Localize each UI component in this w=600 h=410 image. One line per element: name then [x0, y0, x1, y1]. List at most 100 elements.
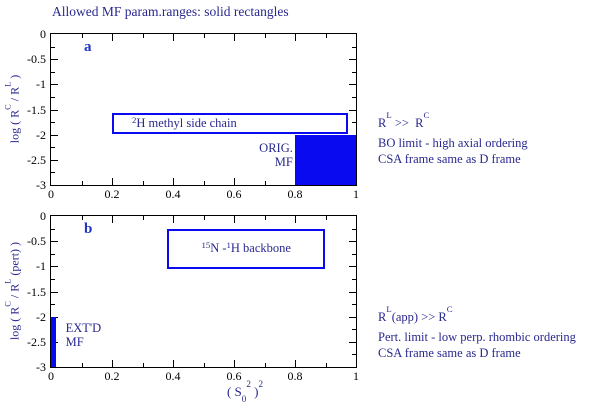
x-tick-label: 0.2 — [104, 187, 120, 201]
y-tick-mark — [51, 253, 55, 255]
y-tick-mark — [51, 291, 58, 293]
panel-a-side-note-line1: RL >> RC — [378, 110, 430, 130]
y-tick-mark — [51, 241, 58, 243]
extd-mf-label: EXT'D MF — [65, 320, 102, 350]
y-tick-mark — [51, 109, 58, 111]
y-tick-label: -0.5 — [27, 234, 46, 249]
x-tick-mark — [142, 181, 144, 185]
y-tick-mark — [51, 278, 55, 280]
x-tick-mark — [142, 34, 144, 38]
y-tick-mark — [352, 228, 356, 230]
y-tick-mark — [51, 228, 55, 230]
y-tick-label: 0 — [40, 209, 46, 223]
y-tick-label: -1 — [36, 259, 46, 274]
x-tick-label: 0.8 — [287, 369, 303, 383]
y-tick-mark — [349, 341, 356, 343]
y-tick-label: -3 — [36, 360, 46, 374]
y-tick-label: -2.5 — [27, 152, 46, 167]
x-tick-mark — [325, 216, 327, 220]
y-tick-mark — [51, 122, 55, 124]
x-tick-mark — [142, 363, 144, 367]
y-tick-mark — [349, 241, 356, 243]
x-tick-mark — [81, 216, 83, 220]
y-tick-label: 0 — [40, 27, 46, 41]
x-tick-label: 1 — [353, 369, 359, 383]
x-tick-mark — [234, 360, 235, 367]
y-tick-mark — [352, 46, 356, 48]
y-tick-mark — [51, 266, 58, 268]
panel-b-side-note-line2: Pert. limit - low perp. rhombic ordering — [378, 330, 576, 344]
y-tick-mark — [349, 266, 356, 268]
y-tick-mark — [352, 329, 356, 331]
x-tick-mark — [203, 216, 205, 220]
y-tick-mark — [51, 147, 55, 149]
y-tick-mark — [51, 96, 55, 98]
x-tick-mark — [81, 34, 83, 38]
panel-b-side-note-line3: CSA frame same as D frame — [378, 346, 521, 360]
x-tick-mark — [173, 34, 174, 41]
x-tick-label: 0.6 — [226, 369, 242, 383]
x-tick-mark — [325, 34, 327, 38]
y-tick-label: -2 — [36, 127, 46, 142]
y-tick-label: -1.5 — [27, 102, 46, 117]
x-axis-title: ( S02 )2 — [226, 379, 264, 404]
x-tick-mark — [112, 216, 113, 223]
x-tick-label: 0 — [48, 187, 54, 201]
y-tick-mark — [352, 354, 356, 356]
x-tick-mark — [203, 34, 205, 38]
x-tick-mark — [264, 181, 266, 185]
y-tick-label: -1.5 — [27, 284, 46, 299]
y-tick-mark — [51, 59, 58, 61]
x-tick-mark — [325, 363, 327, 367]
orig-mf-label: ORIG. MF — [259, 140, 293, 170]
y-tick-mark — [51, 304, 55, 306]
y-tick-label: -0.5 — [27, 52, 46, 67]
x-tick-mark — [173, 178, 174, 185]
y-tick-label: -2 — [36, 309, 46, 324]
y-tick-mark — [349, 316, 356, 318]
y-tick-label: -3 — [36, 178, 46, 192]
x-tick-mark — [295, 34, 296, 41]
region-extd-mf — [51, 316, 56, 367]
y-tick-mark — [51, 84, 58, 86]
y-tick-mark — [349, 109, 356, 111]
x-tick-mark — [295, 360, 296, 367]
region-orig-mf — [295, 134, 356, 185]
x-tick-mark — [234, 178, 235, 185]
panel-b-letter: b — [84, 221, 93, 237]
y-tick-label: -1 — [36, 77, 46, 92]
x-tick-mark — [142, 216, 144, 220]
x-tick-mark — [112, 34, 113, 41]
y-tick-mark — [349, 291, 356, 293]
x-tick-mark — [264, 34, 266, 38]
x-tick-label: 0.8 — [287, 187, 303, 201]
y-tick-mark — [352, 253, 356, 255]
x-tick-label: 0 — [48, 369, 54, 383]
x-tick-label: 1 — [353, 187, 359, 201]
y-tick-mark — [352, 96, 356, 98]
x-tick-mark — [264, 363, 266, 367]
y-tick-mark — [352, 71, 356, 73]
panel-a-side-note-line2: BO limit - high axial ordering — [378, 136, 528, 150]
panel-a-side-note: RL >> RC BO limit - high axial ordering … — [378, 110, 528, 167]
panel-b-side-note-line1: RL(app) >> RC — [378, 304, 453, 324]
x-tick-label: 0.6 — [226, 187, 242, 201]
x-tick-mark — [234, 216, 235, 223]
panel-b-side-note: RL(app) >> RC Pert. limit - low perp. rh… — [378, 304, 576, 361]
x-tick-label: 0.4 — [165, 369, 181, 383]
x-tick-mark — [173, 360, 174, 367]
figure-title: Allowed MF param.ranges: solid rectangle… — [52, 4, 289, 19]
x-tick-label: 0.4 — [165, 187, 181, 201]
y-tick-mark — [51, 172, 55, 174]
y-tick-mark — [349, 84, 356, 86]
panel-a-side-note-line3: CSA frame same as D frame — [378, 152, 521, 166]
y-tick-mark — [352, 278, 356, 280]
x-tick-mark — [112, 178, 113, 185]
x-tick-mark — [295, 216, 296, 223]
x-tick-mark — [203, 181, 205, 185]
